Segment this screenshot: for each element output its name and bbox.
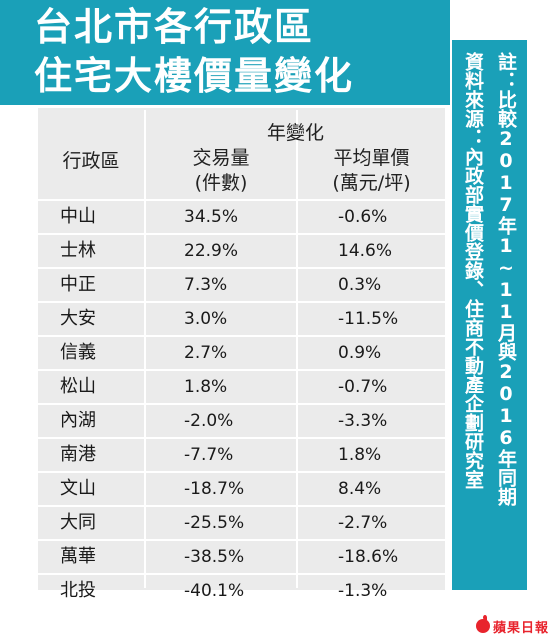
district-cell: 大同 [60,512,96,533]
column-divider [296,110,298,588]
header-district: 行政區 [62,150,120,172]
note-band: 註：比較2017年1~11月與2016年同期 資料來源：內政部實價登錄、住商不動… [452,40,527,590]
price-change-cell: -0.6% [338,207,388,227]
table-row: 大同 -25.5% -2.7% [38,507,445,541]
district-cell: 萬華 [60,546,96,567]
table-row: 松山 1.8% -0.7% [38,371,445,405]
header-average-price: 平均單價 (萬元/坪) [298,146,445,196]
price-change-cell: 0.9% [338,343,382,363]
district-cell: 松山 [60,376,96,397]
header-divider [38,199,445,201]
title-band: 台北市各行政區 住宅大樓價量變化 [0,0,450,105]
volume-change-cell: -25.5% [184,513,245,533]
table-row: 南港 -7.7% 1.8% [38,439,445,473]
volume-change-cell: -40.1% [184,581,245,601]
volume-change-cell: 34.5% [184,207,239,227]
table-body: 中山 34.5% -0.6% 士林 22.9% 14.6% 中正 7.3% 0.3% 大安 3.0%… [38,201,445,609]
price-change-cell: 14.6% [338,241,393,261]
brand-logo-text: 蘋果日報 [492,620,549,636]
district-cell: 內湖 [60,410,96,431]
price-change-cell: -2.7% [338,513,388,533]
price-change-cell: -1.3% [338,581,388,601]
table-row: 中山 34.5% -0.6% [38,201,445,235]
volume-change-cell: 7.3% [184,275,228,295]
district-cell: 大安 [60,308,96,329]
district-cell: 北投 [60,580,96,601]
district-cell: 南港 [60,444,96,465]
header-transaction-volume: 交易量 (件數) [146,146,296,196]
district-cell: 士林 [60,240,96,261]
price-change-cell: 8.4% [338,479,382,499]
price-change-cell: -11.5% [338,309,399,329]
volume-change-cell: 2.7% [184,343,228,363]
table-row: 文山 -18.7% 8.4% [38,473,445,507]
district-cell: 中山 [60,206,96,227]
chart-title-line-2: 住宅大樓價量變化 [34,54,355,98]
price-change-cell: 0.3% [338,275,382,295]
table-row: 信義 2.7% 0.9% [38,337,445,371]
table-row: 大安 3.0% -11.5% [38,303,445,337]
column-divider [144,110,146,588]
volume-change-cell: -38.5% [184,547,245,567]
data-table [38,108,445,590]
table-row: 士林 22.9% 14.6% [38,235,445,269]
header-annual-change: 年變化 [266,122,324,144]
price-change-cell: -3.3% [338,411,388,431]
header-price-label: 平均單價 [333,147,410,169]
header-volume-unit: (件數) [194,172,248,194]
table-row: 中正 7.3% 0.3% [38,269,445,303]
price-change-cell: 1.8% [338,445,382,465]
volume-change-cell: -2.0% [184,411,234,431]
note-source: 資料來源：內政部實價登錄、住商不動產企劃研究室 [462,52,484,489]
table-row: 北投 -40.1% -1.3% [38,575,445,609]
chart-title-line-1: 台北市各行政區 [34,5,315,49]
apple-icon [475,615,490,633]
volume-change-cell: -7.7% [184,445,234,465]
volume-change-cell: 3.0% [184,309,228,329]
volume-change-cell: 1.8% [184,377,228,397]
volume-change-cell: -18.7% [184,479,245,499]
note-comparison: 註：比較2017年1~11月與2016年同期 [495,52,517,506]
brand-logo: 蘋果日報 [475,615,549,636]
header-price-unit: (萬元/坪) [332,172,411,194]
table-row: 萬華 -38.5% -18.6% [38,541,445,575]
price-change-cell: -0.7% [338,377,388,397]
table-row: 內湖 -2.0% -3.3% [38,405,445,439]
district-cell: 文山 [60,478,96,499]
header-volume-label: 交易量 [192,147,250,169]
district-cell: 中正 [60,274,96,295]
district-cell: 信義 [60,342,96,363]
price-change-cell: -18.6% [338,547,399,567]
volume-change-cell: 22.9% [184,241,239,261]
